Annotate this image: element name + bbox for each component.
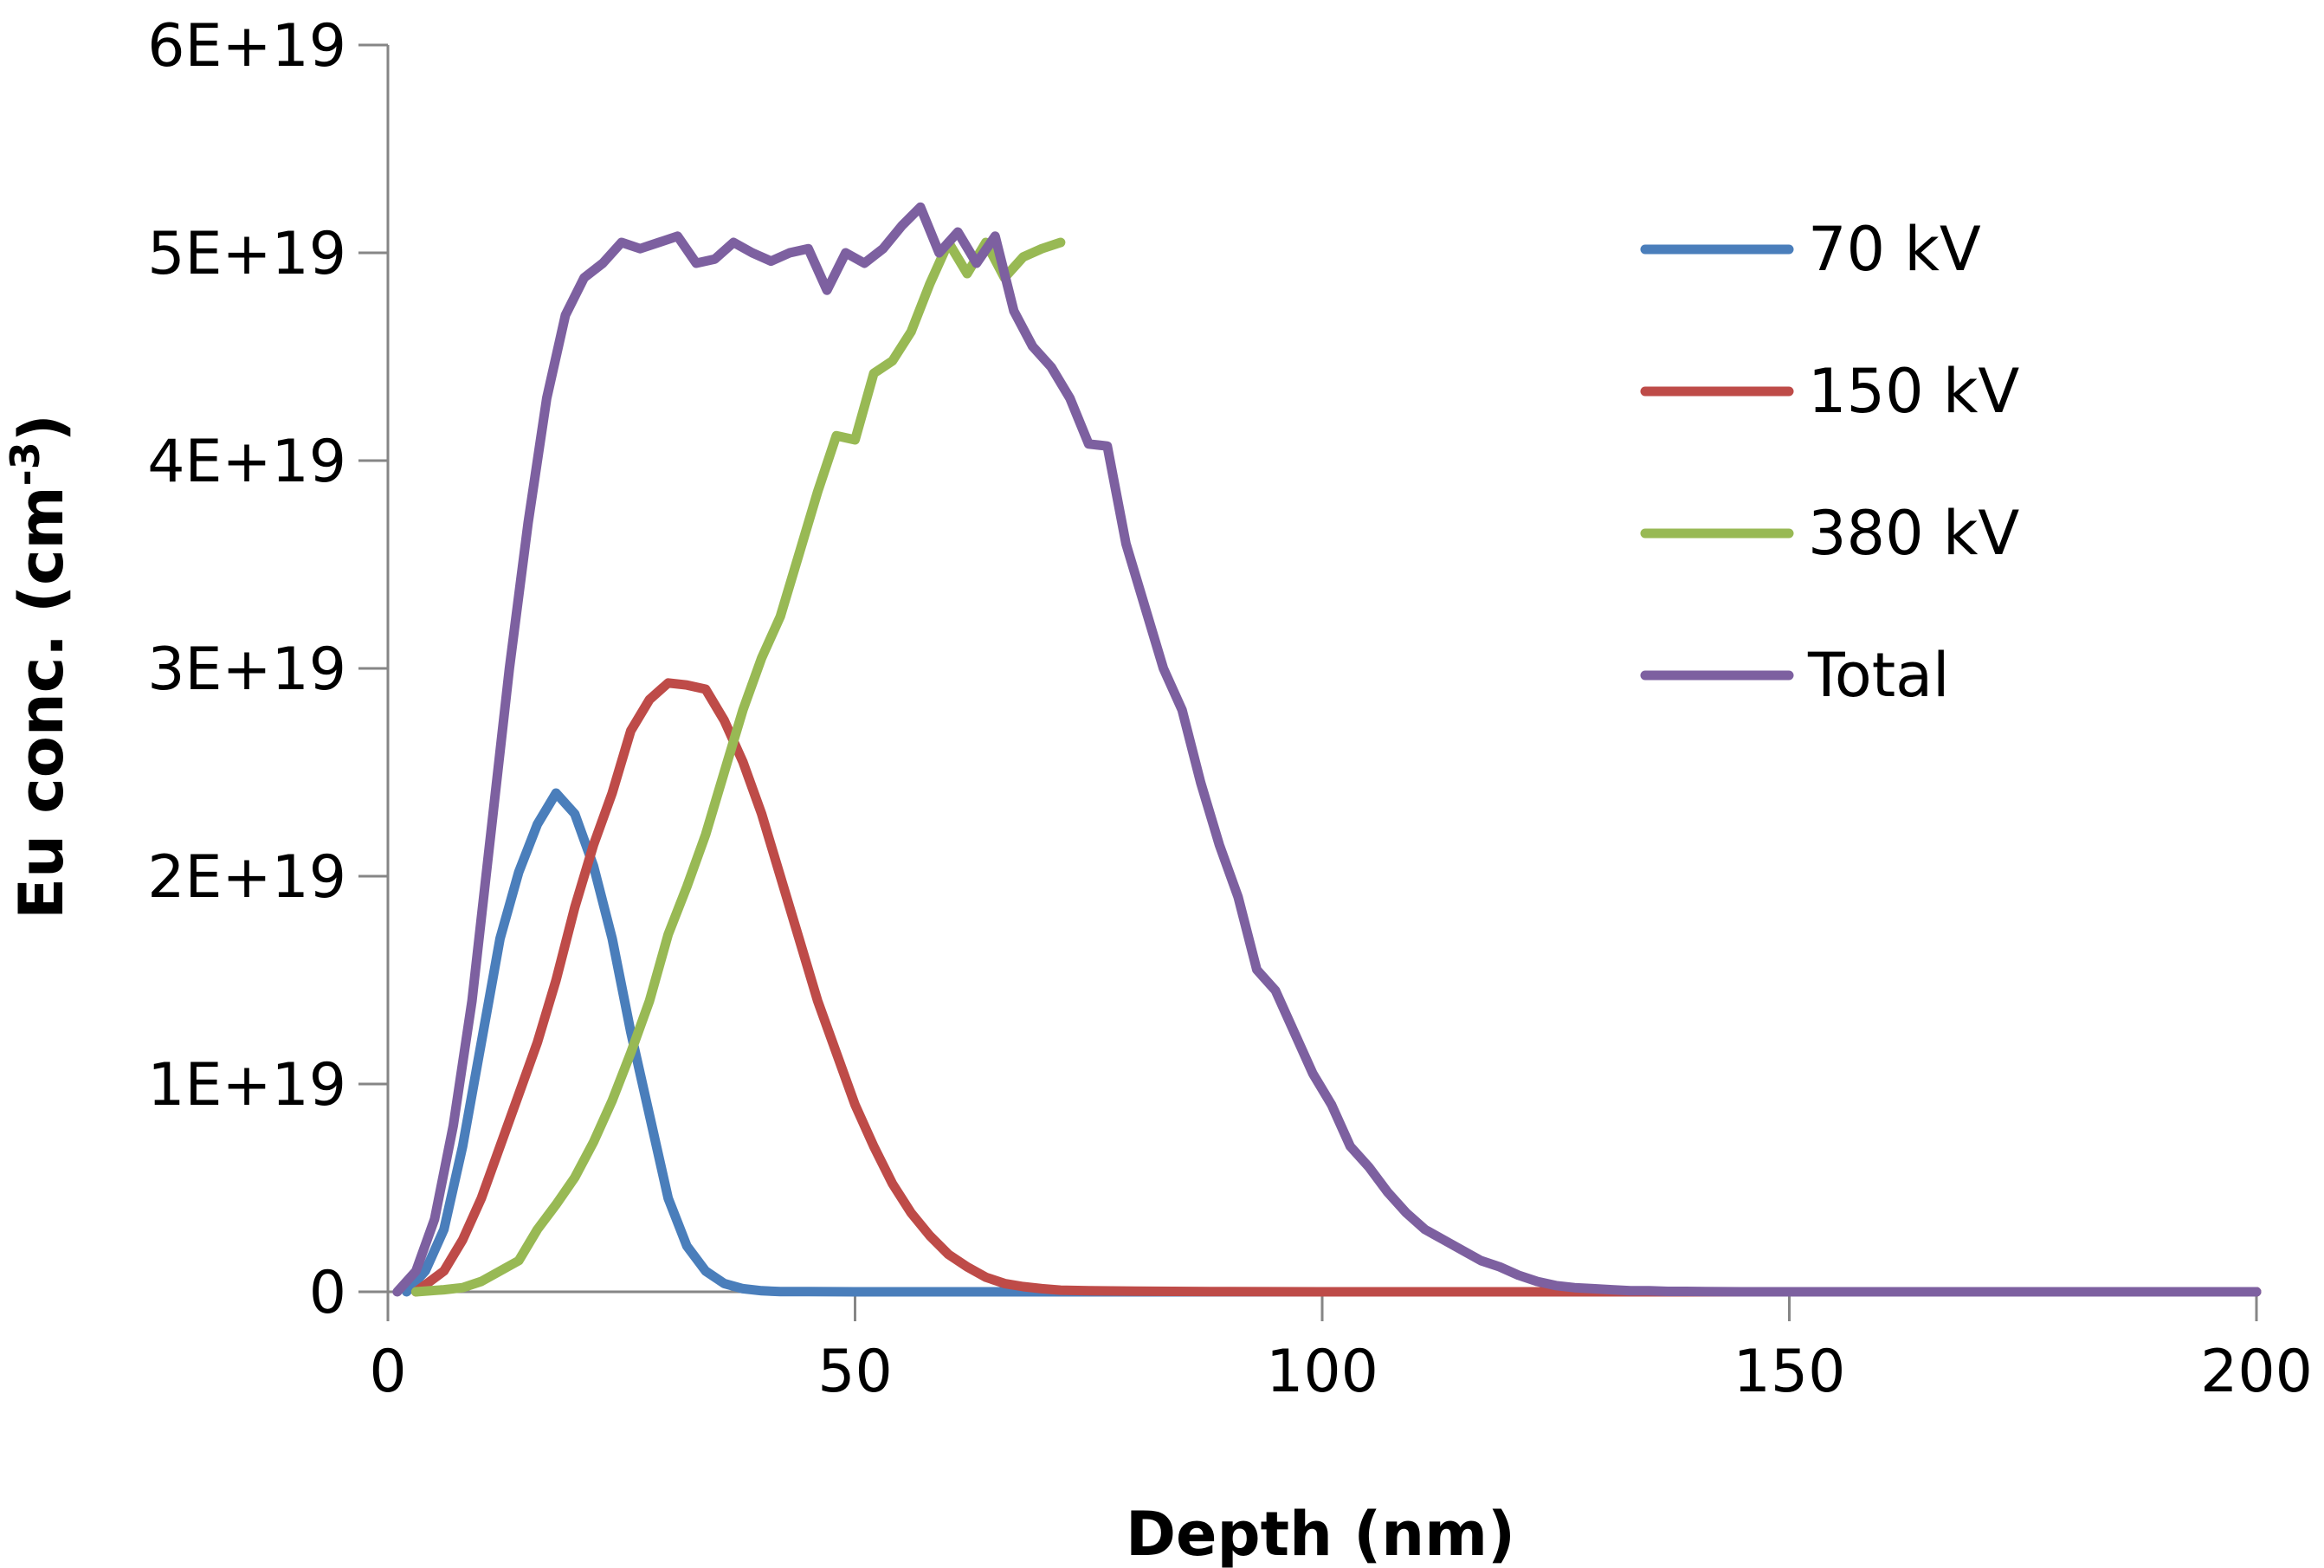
y-axis-title-close: ) [6,414,77,442]
x-tick-label: 200 [2200,1338,2313,1406]
legend: 70 kV 150 kV 380 kV Total [1640,214,2019,711]
x-tick-label: 150 [1733,1338,1846,1406]
y-tick-label: 5E+19 [147,220,346,288]
y-axis-title: Eu conc. (cm-3) [2,414,77,919]
y-tick-label: 2E+19 [147,843,346,912]
x-tick-label: 50 [817,1338,893,1406]
y-tick-label: 1E+19 [147,1051,346,1120]
legend-label-total: Total [1807,640,1949,711]
series-line-150-kv [410,678,2262,1297]
y-tick-label: 6E+19 [147,12,346,81]
series-line-380-kv [410,237,1066,1297]
y-tick-label: 3E+19 [147,636,346,704]
y-tick-label: 0 [309,1259,346,1327]
series-layer [392,202,2262,1297]
x-tick-label: 0 [369,1338,406,1406]
series-line-70-kv [402,788,2262,1297]
y-axis-title-main: Eu conc. (cm [6,486,77,919]
legend-label-70-kv: 70 kV [1808,214,1981,285]
y-tick-label: 4E+19 [147,428,346,496]
x-axis-title: Depth (nm) [1126,1499,1515,1568]
x-tick-label: 100 [1266,1338,1378,1406]
legend-label-150-kv: 150 kV [1808,356,2019,427]
series-line-total [392,202,2262,1297]
legend-label-380-kv: 380 kV [1808,498,2019,569]
x-axis-ticks: 0 50 100 150 200 [369,1292,2313,1406]
y-axis-ticks: 0 1E+19 2E+19 3E+19 4E+19 5E+19 6E+19 [147,12,388,1327]
y-axis-title-superscript: -3 [2,442,48,486]
